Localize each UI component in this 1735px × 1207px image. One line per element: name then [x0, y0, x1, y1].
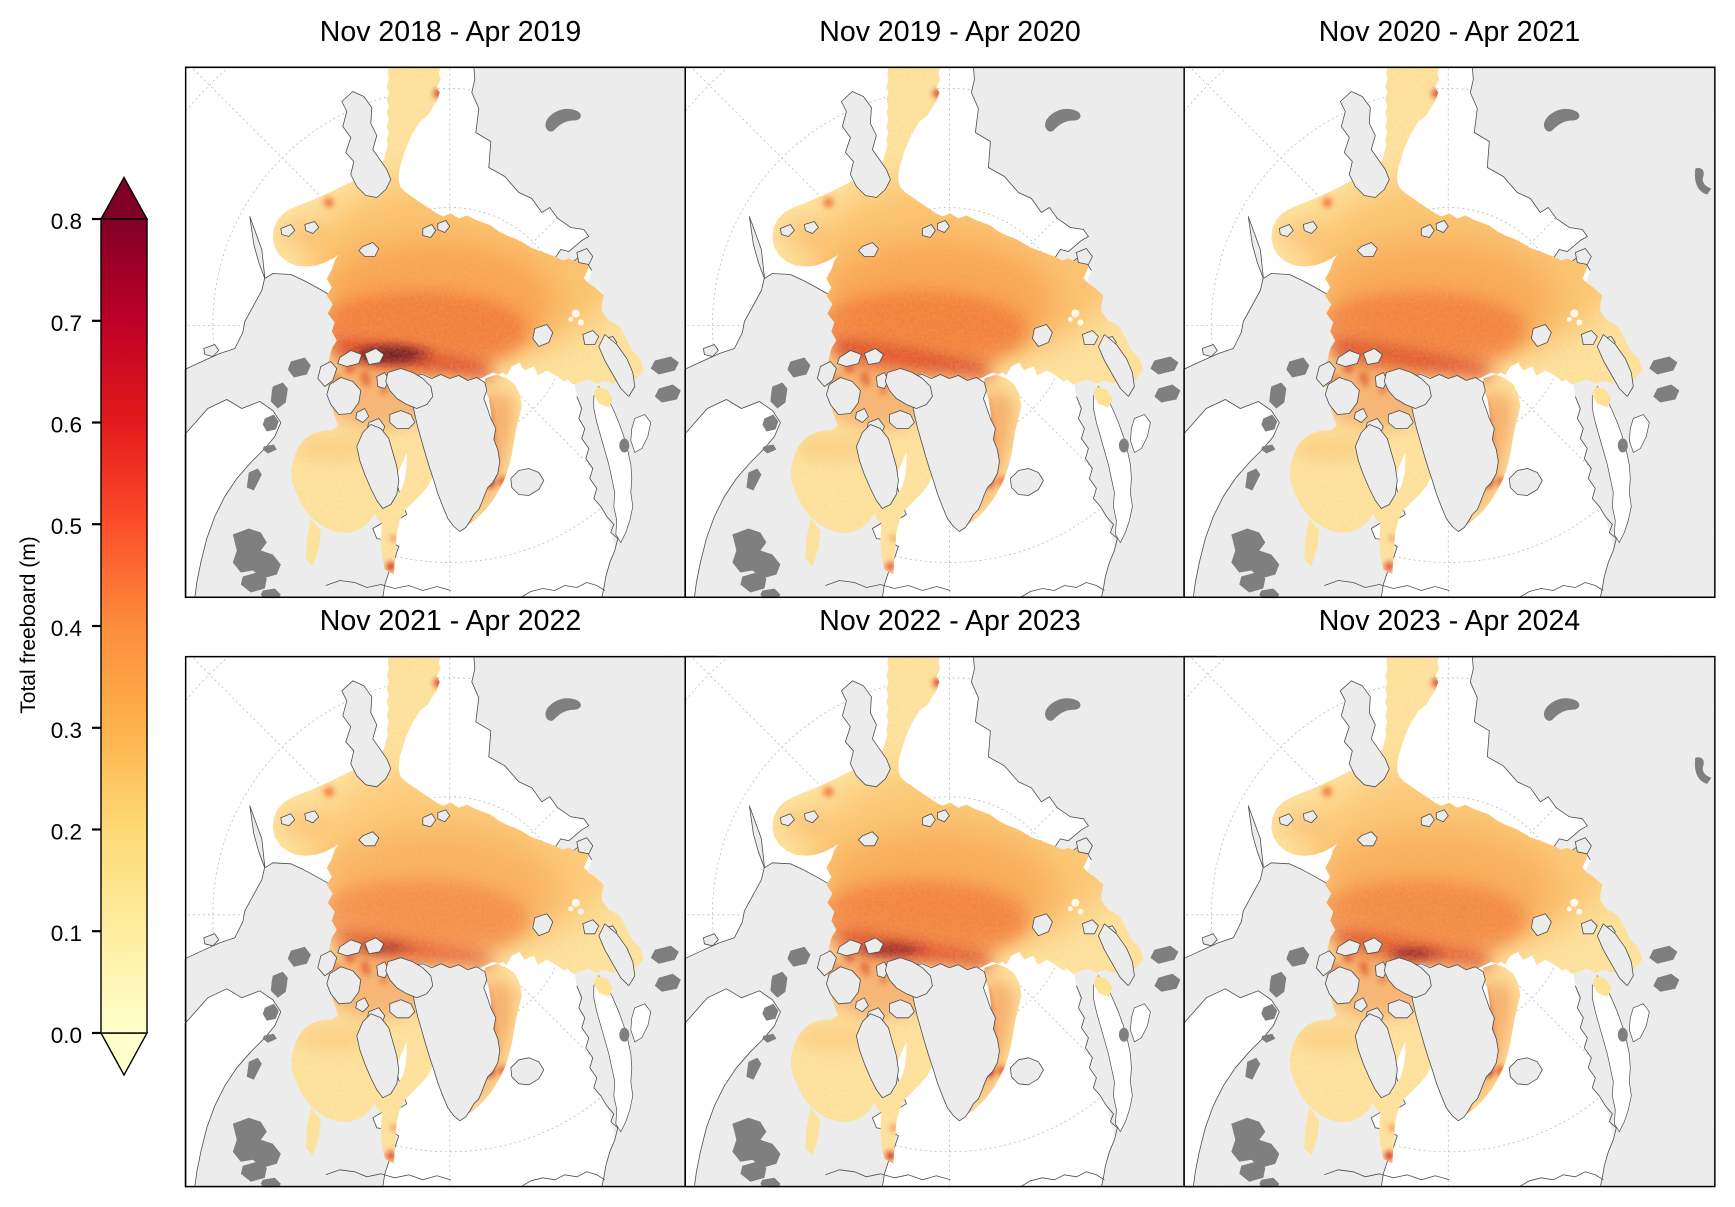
svg-text:Nov 2018 - Apr 2019: Nov 2018 - Apr 2019	[320, 16, 581, 48]
svg-text:0.1: 0.1	[51, 921, 82, 946]
svg-text:Nov 2021 - Apr 2022: Nov 2021 - Apr 2022	[320, 605, 581, 637]
svg-text:0.2: 0.2	[51, 820, 82, 845]
svg-text:0.8: 0.8	[51, 209, 82, 234]
svg-text:0.0: 0.0	[51, 1023, 82, 1048]
svg-text:Total freeboard (m): Total freeboard (m)	[17, 536, 40, 713]
svg-text:Nov 2023 - Apr 2024: Nov 2023 - Apr 2024	[1319, 605, 1581, 637]
svg-text:Nov 2020 - Apr 2021: Nov 2020 - Apr 2021	[1319, 16, 1580, 48]
svg-text:0.5: 0.5	[51, 514, 82, 539]
svg-text:Nov 2019 - Apr 2020: Nov 2019 - Apr 2020	[819, 16, 1080, 48]
svg-text:0.4: 0.4	[51, 616, 82, 641]
svg-text:0.6: 0.6	[51, 413, 82, 438]
svg-text:Nov 2022 - Apr 2023: Nov 2022 - Apr 2023	[819, 605, 1080, 637]
svg-text:0.7: 0.7	[51, 311, 82, 336]
svg-text:0.3: 0.3	[51, 718, 82, 743]
